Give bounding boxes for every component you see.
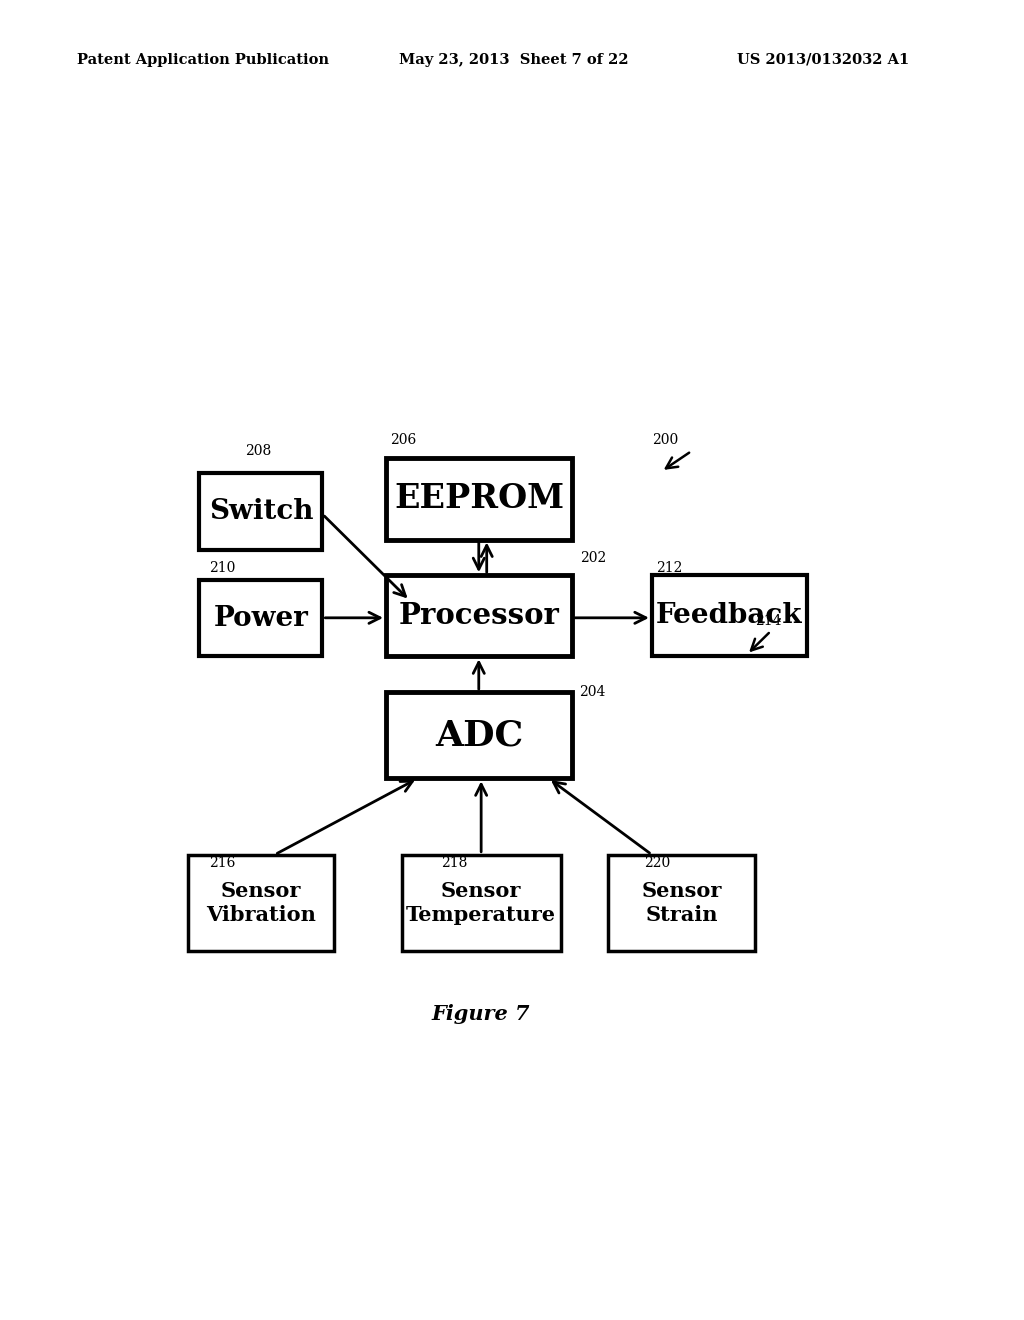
Text: Patent Application Publication: Patent Application Publication: [77, 53, 329, 67]
FancyBboxPatch shape: [401, 854, 560, 952]
Text: 216: 216: [209, 855, 236, 870]
Text: Sensor
Temperature: Sensor Temperature: [407, 880, 556, 925]
Text: 206: 206: [390, 433, 416, 447]
Text: 202: 202: [581, 550, 606, 565]
Text: Processor: Processor: [398, 602, 559, 630]
Text: May 23, 2013  Sheet 7 of 22: May 23, 2013 Sheet 7 of 22: [399, 53, 629, 67]
Text: 200: 200: [652, 433, 678, 447]
FancyBboxPatch shape: [386, 576, 572, 656]
FancyBboxPatch shape: [200, 581, 323, 656]
Text: 210: 210: [209, 561, 236, 576]
FancyBboxPatch shape: [608, 854, 755, 952]
Text: ADC: ADC: [435, 718, 523, 752]
Text: Feedback: Feedback: [656, 602, 803, 630]
FancyBboxPatch shape: [386, 692, 572, 779]
FancyBboxPatch shape: [652, 576, 807, 656]
FancyBboxPatch shape: [200, 474, 323, 549]
Text: Switch: Switch: [209, 498, 313, 525]
Text: 204: 204: [579, 685, 605, 700]
Text: Sensor
Vibration: Sensor Vibration: [206, 880, 315, 925]
Text: 208: 208: [246, 445, 271, 458]
Text: 212: 212: [655, 561, 682, 576]
Text: 220: 220: [644, 855, 670, 870]
FancyBboxPatch shape: [187, 854, 334, 952]
Text: Sensor
Strain: Sensor Strain: [641, 880, 722, 925]
Text: US 2013/0132032 A1: US 2013/0132032 A1: [737, 53, 909, 67]
Text: 214: 214: [755, 614, 781, 628]
Text: EEPROM: EEPROM: [394, 482, 564, 515]
Text: Power: Power: [213, 605, 308, 632]
FancyBboxPatch shape: [386, 458, 572, 540]
Text: 218: 218: [441, 855, 468, 870]
Text: Figure 7: Figure 7: [432, 1005, 530, 1024]
